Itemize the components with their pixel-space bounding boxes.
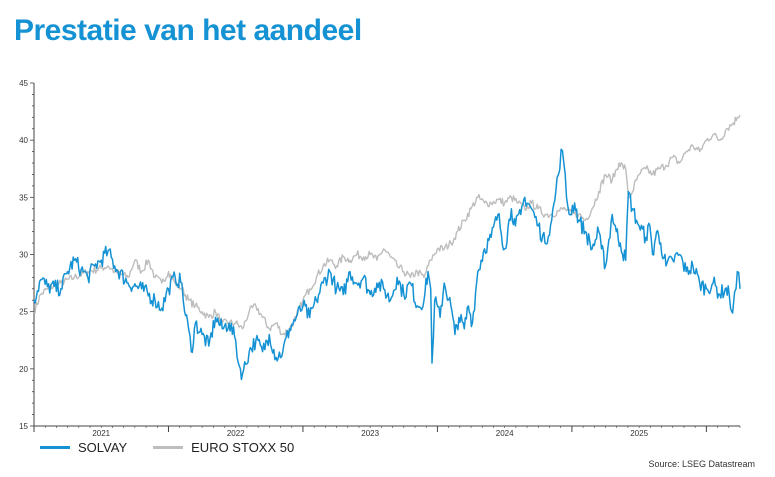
- source-note: Source: LSEG Datastream: [648, 459, 755, 469]
- chart-legend: SOLVAY EURO STOXX 50: [40, 440, 320, 455]
- series-line-euro-stoxx-50: [33, 114, 741, 336]
- y-tick-label: 30: [19, 251, 28, 260]
- series-line-solvay: [33, 148, 741, 381]
- x-tick-label: 2021: [92, 429, 110, 438]
- y-tick-label: 40: [19, 136, 28, 145]
- y-tick-label: 45: [19, 79, 28, 88]
- x-tick-label: 2025: [630, 429, 648, 438]
- series-layer: [33, 114, 741, 381]
- legend-label-solvay: SOLVAY: [78, 440, 128, 455]
- x-tick-label: 2022: [227, 429, 245, 438]
- legend-item-solvay: SOLVAY: [40, 440, 127, 455]
- y-tick-label: 15: [19, 422, 28, 431]
- legend-swatch-solvay: [40, 446, 70, 449]
- y-tick-label: 20: [19, 365, 28, 374]
- legend-item-stoxx: EURO STOXX 50: [153, 440, 294, 455]
- x-tick-label: 2024: [496, 429, 514, 438]
- y-tick-label: 25: [19, 308, 28, 317]
- page-title: Prestatie van het aandeel: [14, 14, 362, 47]
- legend-label-stoxx: EURO STOXX 50: [191, 440, 295, 455]
- y-tick-label: 35: [19, 193, 28, 202]
- x-tick-label: 2023: [361, 429, 379, 438]
- legend-swatch-stoxx: [153, 446, 184, 449]
